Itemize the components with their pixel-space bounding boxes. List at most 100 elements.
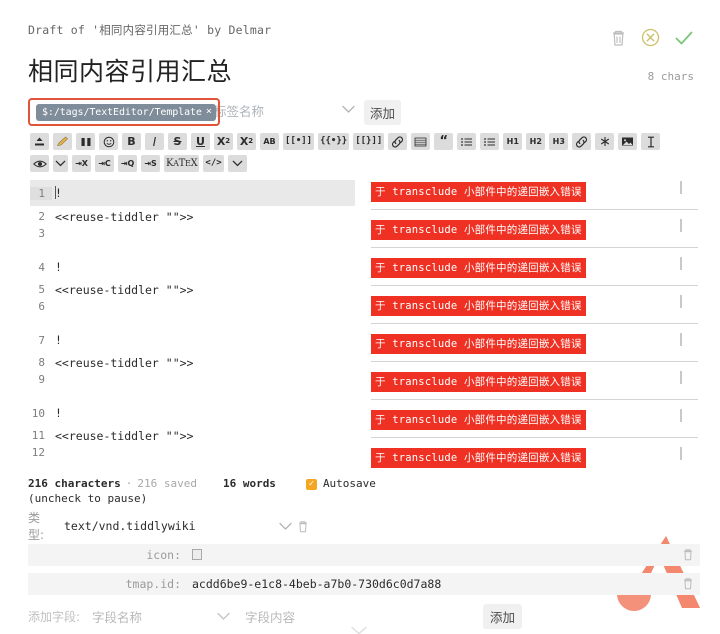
- link-button[interactable]: [388, 133, 408, 150]
- tag-name-placeholder[interactable]: 标签名称: [214, 104, 265, 119]
- numbered-list-button[interactable]: [480, 133, 500, 150]
- quote-button[interactable]: “: [434, 133, 454, 150]
- chevron-down-icon[interactable]: [278, 521, 293, 531]
- editor-line[interactable]: 3: [30, 227, 355, 255]
- tag-remove-icon[interactable]: ×: [205, 106, 212, 117]
- text-cursor-button[interactable]: [641, 133, 661, 150]
- add-field-name-input[interactable]: 字段名称: [92, 609, 143, 625]
- editor-line[interactable]: 12: [30, 446, 355, 474]
- tag-input[interactable]: $:/tags/TextEditor/Template ×: [28, 98, 220, 126]
- field-delete-icon[interactable]: [297, 520, 309, 533]
- line-content[interactable]: !: [52, 260, 355, 274]
- add-field-row: 添加字段: 字段名称 字段内容 添加: [28, 603, 700, 629]
- heading3-button[interactable]: H3: [549, 133, 569, 150]
- emoji-icon[interactable]: [99, 133, 118, 150]
- underline-button[interactable]: U: [191, 133, 210, 150]
- line-content[interactable]: <<reuse-tiddler "">>: [55, 209, 194, 224]
- macro-button[interactable]: {{•}}: [318, 133, 350, 150]
- preview-eye-button[interactable]: [30, 155, 49, 172]
- insert-q-button[interactable]: ⇥Q: [118, 155, 137, 172]
- status-separator: ·: [125, 477, 133, 490]
- filter-button[interactable]: [[}]]: [353, 133, 385, 150]
- tiddler-toolbar: [610, 28, 694, 47]
- italic-button[interactable]: I: [145, 133, 164, 150]
- edit-caret-marker: [680, 371, 682, 384]
- tag-add-button[interactable]: 添加: [364, 100, 402, 125]
- line-content[interactable]: !: [52, 406, 355, 420]
- transclusion-button[interactable]: [411, 133, 431, 150]
- cancel-circle-icon[interactable]: [641, 28, 660, 47]
- code-button[interactable]: </>: [203, 155, 224, 172]
- insert-s-button[interactable]: ⇥S: [141, 155, 160, 172]
- preview-chevron-button[interactable]: [53, 155, 68, 172]
- format-toolbar-row-2: ⇥X ⇥C ⇥Q ⇥S K A T E X </>: [30, 155, 700, 172]
- line-number: 1: [30, 186, 52, 200]
- trash-icon[interactable]: [610, 29, 627, 47]
- field-delete-icon[interactable]: [682, 577, 694, 590]
- stamp-button[interactable]: [595, 133, 615, 150]
- import-icon[interactable]: [30, 133, 49, 150]
- line-content[interactable]: <<reuse-tiddler "">>: [55, 355, 194, 370]
- code-editor[interactable]: 1! 2 <<reuse-tiddler "">> 3 4! 5 <<reuse-tiddl…: [30, 180, 355, 476]
- bullet-list-button[interactable]: [457, 133, 477, 150]
- editor-line[interactable]: 6: [30, 300, 355, 328]
- editor-line[interactable]: 4!: [30, 255, 355, 279]
- more-chevron-button[interactable]: [227, 155, 247, 172]
- preview-pane: 于 transclude 小部件中的递回嵌入错误于 transclude 小部件…: [355, 180, 700, 476]
- tmapid-field-value[interactable]: acdd6be9-e1c8-4beb-a7b0-730d6c0d7a88: [192, 577, 442, 591]
- line-number: 7: [38, 333, 45, 347]
- edit-caret-marker: [680, 257, 682, 270]
- line-content[interactable]: !: [52, 333, 355, 347]
- editor-line[interactable]: 11 <<reuse-tiddler "">>: [30, 425, 355, 446]
- icon-field-value[interactable]: [190, 548, 700, 562]
- add-field-value-input[interactable]: 字段内容: [245, 609, 296, 625]
- scroll-down-chevron-icon[interactable]: [350, 626, 368, 634]
- preview-horizontal-rule: [371, 209, 698, 210]
- editor-line[interactable]: 2 <<reuse-tiddler "">>: [30, 206, 355, 227]
- preview-error-block: 于 transclude 小部件中的递回嵌入错误: [371, 294, 700, 332]
- monospace-button[interactable]: AB: [260, 133, 279, 150]
- link2-button[interactable]: [572, 133, 592, 150]
- transclude-error-message: 于 transclude 小部件中的递回嵌入错误: [371, 410, 586, 430]
- field-delete-icon[interactable]: [682, 548, 694, 561]
- editor-line[interactable]: 1!: [30, 180, 355, 206]
- bold-button[interactable]: B: [122, 133, 141, 150]
- image-button[interactable]: [618, 133, 638, 150]
- check-icon[interactable]: [674, 29, 694, 47]
- editor-line[interactable]: 10!: [30, 401, 355, 425]
- page-title[interactable]: 相同内容引用汇总: [28, 57, 233, 86]
- editor-preview-split: 1! 2 <<reuse-tiddler "">> 3 4! 5 <<reuse-tiddl…: [30, 180, 700, 476]
- add-field-button[interactable]: 添加: [483, 603, 523, 629]
- wikilink-button[interactable]: [[•]]: [283, 133, 315, 150]
- autosave-toggle[interactable]: ✓ Autosave: [305, 477, 376, 492]
- heading2-button[interactable]: H2: [526, 133, 546, 150]
- heading1-button[interactable]: H1: [503, 133, 523, 150]
- pause-bars-icon[interactable]: [76, 133, 95, 150]
- strikethrough-button[interactable]: S: [168, 133, 187, 150]
- editor-line[interactable]: 8 <<reuse-tiddler "">>: [30, 352, 355, 373]
- edit-caret-marker: [680, 333, 682, 346]
- type-field-value[interactable]: text/vnd.tiddlywiki: [64, 519, 196, 533]
- tag-pill[interactable]: $:/tags/TextEditor/Template ×: [36, 103, 216, 121]
- insert-c-button[interactable]: ⇥C: [95, 155, 114, 172]
- saved-count: 216 saved: [137, 477, 197, 490]
- preview-error-block: 于 transclude 小部件中的递回嵌入错误: [371, 408, 700, 446]
- editor-line[interactable]: 5 <<reuse-tiddler "">>: [30, 279, 355, 300]
- line-content[interactable]: <<reuse-tiddler "">>: [55, 282, 194, 297]
- add-field-chevron-icon[interactable]: [216, 611, 231, 621]
- line-content[interactable]: !: [52, 186, 355, 200]
- preview-error-block: 于 transclude 小部件中的递回嵌入错误: [371, 218, 700, 256]
- chevron-down-icon[interactable]: [341, 104, 356, 114]
- edit-pencil-icon[interactable]: [53, 133, 72, 150]
- autosave-checkbox[interactable]: ✓: [305, 478, 317, 490]
- add-field-label: 添加字段:: [28, 609, 81, 624]
- editor-line[interactable]: 9: [30, 373, 355, 401]
- editor-line[interactable]: 7!: [30, 328, 355, 352]
- type-field: 类型: text/vnd.tiddlywiki: [28, 511, 700, 542]
- line-content[interactable]: <<reuse-tiddler "">>: [55, 428, 194, 443]
- insert-x-button[interactable]: ⇥X: [72, 155, 91, 172]
